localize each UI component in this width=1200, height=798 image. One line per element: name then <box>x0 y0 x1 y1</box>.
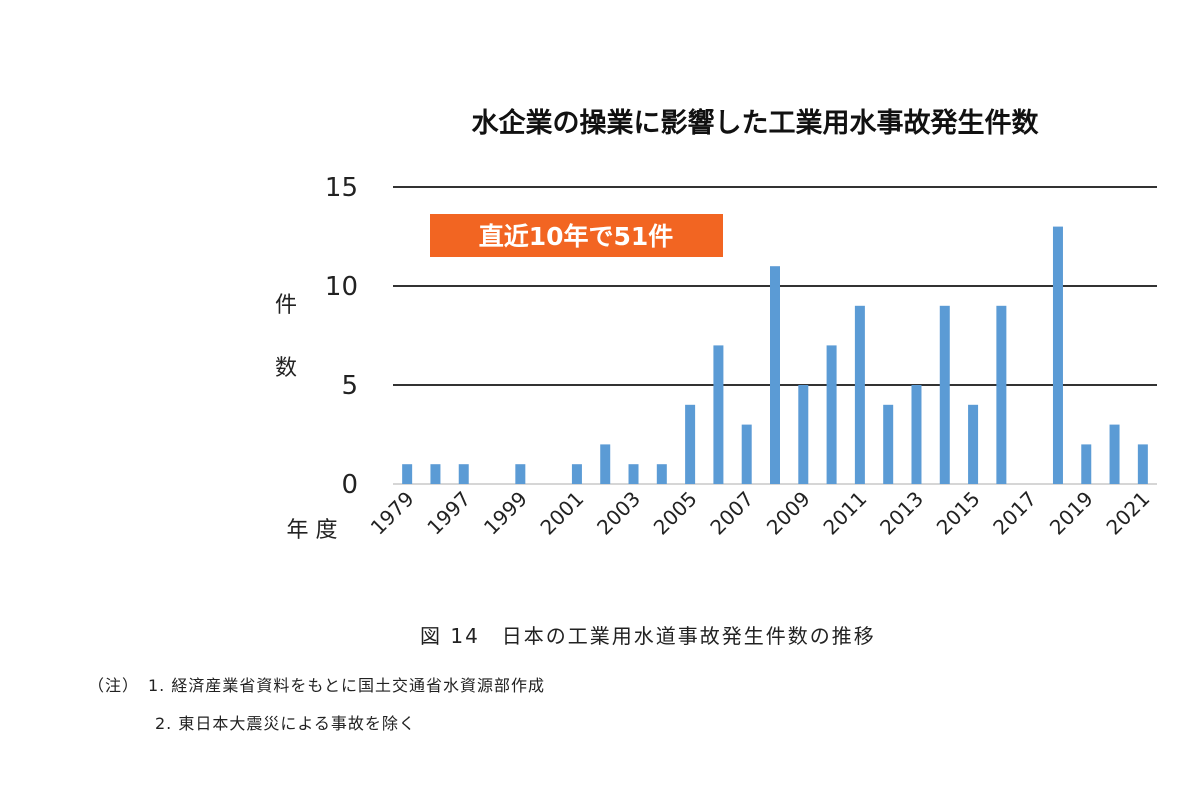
bar-1999 <box>515 464 526 484</box>
y-tick-label: 5 <box>341 371 358 401</box>
bar-2007 <box>741 424 752 484</box>
bar-2014 <box>939 305 950 484</box>
x-tick-label: 2013 <box>875 487 928 540</box>
y-tick-label: 10 <box>325 272 358 302</box>
note-2: 2. 東日本大震災による事故を除く <box>155 714 416 733</box>
bar-2009 <box>798 385 809 484</box>
bar-2016 <box>996 305 1007 484</box>
bar-2002 <box>600 444 611 484</box>
bar-2019 <box>1081 444 1092 484</box>
x-axis-label: 年 度 <box>287 518 338 543</box>
bar-2018 <box>1052 226 1063 484</box>
bar-2006 <box>713 345 724 484</box>
figure-caption: 図 14 日本の工業用水道事故発生件数の推移 <box>420 624 876 648</box>
bar-2015 <box>968 404 979 484</box>
bar-2011 <box>854 305 865 484</box>
bars <box>402 226 1148 484</box>
x-tick-label: 2021 <box>1101 487 1154 540</box>
annotation-badge-text: 直近10年で51件 <box>479 222 674 251</box>
y-axis-ticks: 0 5 10 15 <box>325 173 358 500</box>
bar-2013 <box>911 385 922 484</box>
x-tick-label: 2001 <box>535 487 588 540</box>
bar-2005 <box>685 404 696 484</box>
x-tick-label: 1979 <box>366 487 419 540</box>
annotation-badge-bg <box>430 214 723 257</box>
bar-2004 <box>656 464 667 484</box>
chart: 水企業の操業に影響した工業用水事故発生件数 0 5 10 15 1979 1997 199… <box>275 107 1157 543</box>
x-tick-label: 2009 <box>762 487 815 540</box>
bar-2010 <box>826 345 837 484</box>
x-tick-label: 1997 <box>422 487 475 540</box>
x-tick-label: 2005 <box>649 487 702 540</box>
bar-1997 <box>458 464 469 484</box>
annotation-badge: 直近10年で51件 <box>430 214 723 257</box>
bar-1996 <box>430 464 441 484</box>
x-tick-label: 2015 <box>932 487 985 540</box>
y-tick-label: 0 <box>341 470 358 500</box>
bar-2021 <box>1137 444 1148 484</box>
y-tick-label: 15 <box>325 173 358 203</box>
x-tick-label: 2019 <box>1045 487 1098 540</box>
bar-2003 <box>628 464 639 484</box>
x-tick-label: 2017 <box>988 487 1041 540</box>
x-tick-label: 2007 <box>705 487 758 540</box>
note-1: （注） 1. 経済産業省資料をもとに国土交通省水資源部作成 <box>88 676 546 695</box>
bar-1979 <box>402 464 413 484</box>
bar-2001 <box>571 464 582 484</box>
x-axis-ticks: 1979 1997 1999 2001 2003 2005 2007 2009 2011 2013… <box>366 487 1155 540</box>
bar-2020 <box>1109 424 1120 484</box>
x-tick-label: 2011 <box>818 487 871 540</box>
y-axis-label-2: 数 <box>275 356 297 381</box>
bar-2008 <box>770 266 780 484</box>
y-axis-label-1: 件 <box>275 293 297 318</box>
chart-title: 水企業の操業に影響した工業用水事故発生件数 <box>472 107 1040 139</box>
x-tick-label: 1999 <box>479 487 532 540</box>
x-tick-label: 2003 <box>592 487 645 540</box>
bar-2012 <box>883 404 894 484</box>
